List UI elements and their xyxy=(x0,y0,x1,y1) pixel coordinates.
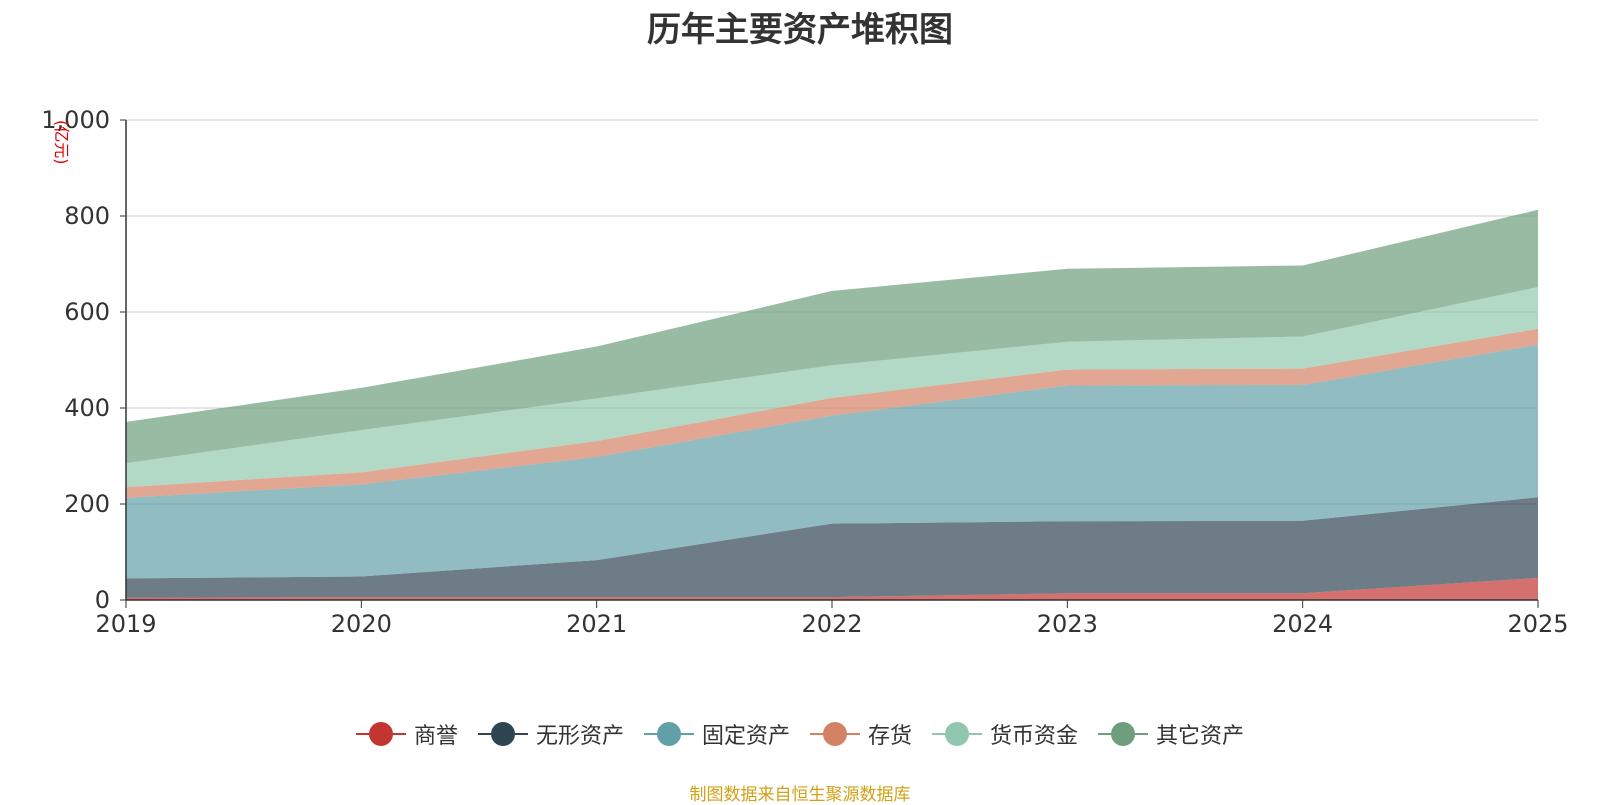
x-tick-label: 2023 xyxy=(1037,610,1098,638)
y-tick-label: 200 xyxy=(64,490,110,518)
area-series-存货 xyxy=(126,328,1538,498)
y-tick-label: 800 xyxy=(64,202,110,230)
legend-item[interactable]: 货币资金 xyxy=(932,718,1078,750)
y-axis-unit-label: (亿元) xyxy=(52,120,71,165)
chart-title: 历年主要资产堆积图 xyxy=(647,10,953,50)
x-tick-label: 2019 xyxy=(95,610,156,638)
x-tick-label: 2020 xyxy=(331,610,392,638)
x-tick-label: 2025 xyxy=(1507,610,1568,638)
legend-item[interactable]: 商誉 xyxy=(355,718,458,750)
x-tick-label: 2024 xyxy=(1272,610,1333,638)
legend-label: 无形资产 xyxy=(535,724,624,749)
x-tick-label: 2021 xyxy=(566,610,627,638)
legend-label: 货币资金 xyxy=(990,724,1079,749)
area-series-固定资产 xyxy=(126,344,1538,579)
area-series xyxy=(126,209,1538,600)
legend: 商誉 无形资产 固定资产 存货 货币资金 其它资产 xyxy=(0,718,1600,750)
legend-item[interactable]: 存货 xyxy=(810,718,912,750)
y-tick-label: 600 xyxy=(64,298,110,326)
legend-marker-icon xyxy=(1098,722,1149,746)
legend-marker-icon xyxy=(643,722,694,746)
legend-marker-icon xyxy=(477,722,528,746)
area-series-商誉 xyxy=(126,577,1538,600)
source-note: 制图数据来自恒生聚源数据库 xyxy=(689,785,911,805)
y-tick-label: 0 xyxy=(95,586,110,614)
y-tick-label: 400 xyxy=(64,394,110,422)
area-series-货币资金 xyxy=(126,287,1538,488)
area-series-其它资产 xyxy=(126,209,1538,464)
legend-label: 商誉 xyxy=(413,724,458,749)
legend-label: 固定资产 xyxy=(701,724,790,749)
legend-marker-icon xyxy=(355,722,406,746)
legend-marker-icon xyxy=(932,722,983,746)
legend-marker-icon xyxy=(810,722,860,746)
y-tick-label: 1,000 xyxy=(41,106,110,134)
legend-label: 其它资产 xyxy=(1156,724,1245,749)
legend-label: 存货 xyxy=(868,724,913,749)
legend-item[interactable]: 无形资产 xyxy=(477,718,624,750)
area-series-无形资产 xyxy=(126,497,1538,598)
legend-item[interactable]: 固定资产 xyxy=(643,718,790,750)
legend-item[interactable]: 其它资产 xyxy=(1098,718,1244,750)
axes: 0 200 400 600 800 1,000 2019 2020 2021 2022 2023 20… xyxy=(41,106,1568,638)
x-tick-label: 2022 xyxy=(801,610,862,638)
